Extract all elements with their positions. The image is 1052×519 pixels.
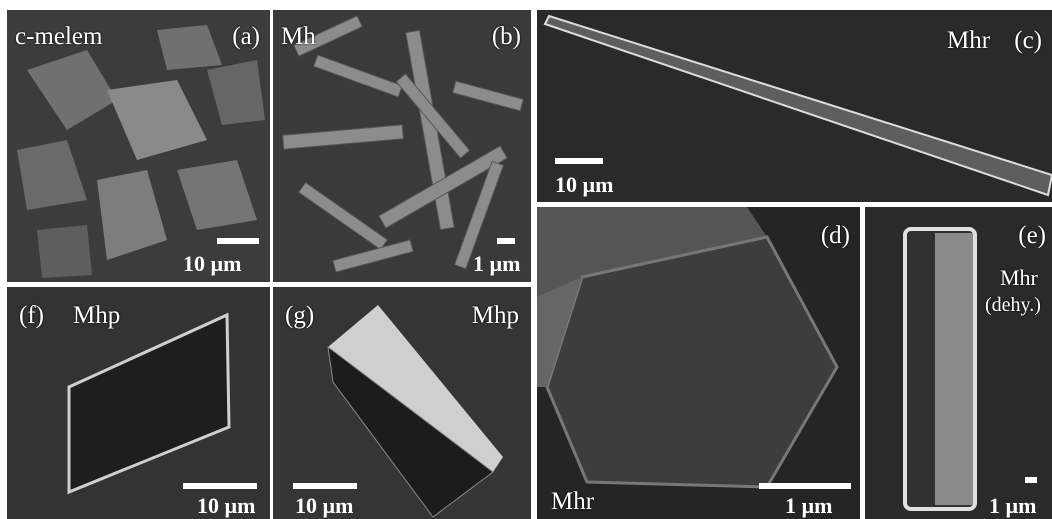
panel-g: (g) Mhp 10 µm [273,287,531,519]
panel-f: (f) Mhp 10 µm [7,287,270,519]
sample-note-e: (dehy.) [985,294,1041,316]
scale-text-a: 10 µm [183,251,242,276]
panel-letter-g: (g) [285,302,315,329]
sample-label-b: Mh [281,23,316,50]
sample-label-g: Mhp [471,302,519,329]
panel-letter-b: (b) [491,23,521,50]
panel-letter-a: (a) [232,23,260,50]
panel-e: (e) Mhr (dehy.) 1 µm [865,207,1052,519]
sem-image-e [865,207,1052,519]
scale-bar-e [1025,477,1037,483]
sem-image-g [273,287,531,519]
scale-text-b: 1 µm [473,251,521,276]
sample-label-d: Mhr [551,488,595,515]
scale-text-d: 1 µm [785,493,833,518]
scale-bar-g [293,483,357,489]
panel-letter-d: (d) [820,222,850,249]
scale-bar-f [183,483,257,489]
panel-letter-e: (e) [1018,222,1046,249]
scale-text-e: 1 µm [989,493,1037,518]
scale-bar-b [497,238,515,244]
scale-bar-c [555,158,603,164]
sem-image-c [537,10,1052,202]
sample-label-e: Mhr [1000,265,1038,290]
scale-text-g: 10 µm [295,493,354,518]
panel-c: Mhr (c) 10 µm [537,10,1052,202]
panel-b: Mh (b) 1 µm [273,10,531,282]
scale-text-c: 10 µm [555,172,614,197]
panel-d: (d) Mhr 1 µm [537,207,860,519]
scale-bar-a [217,238,259,244]
sample-label-a: c-melem [15,23,103,50]
sample-label-f: Mhp [73,302,121,329]
scale-text-f: 10 µm [197,493,256,518]
sem-image-a [7,10,270,282]
sample-label-c: Mhr [947,27,991,54]
sem-image-d [537,207,860,519]
sem-image-b [273,10,531,282]
panel-a: c-melem (a) 10 µm [7,10,270,282]
scale-bar-d [759,483,851,489]
panel-letter-c: (c) [1014,27,1042,54]
sem-image-f [7,287,270,519]
panel-letter-f: (f) [19,302,44,329]
